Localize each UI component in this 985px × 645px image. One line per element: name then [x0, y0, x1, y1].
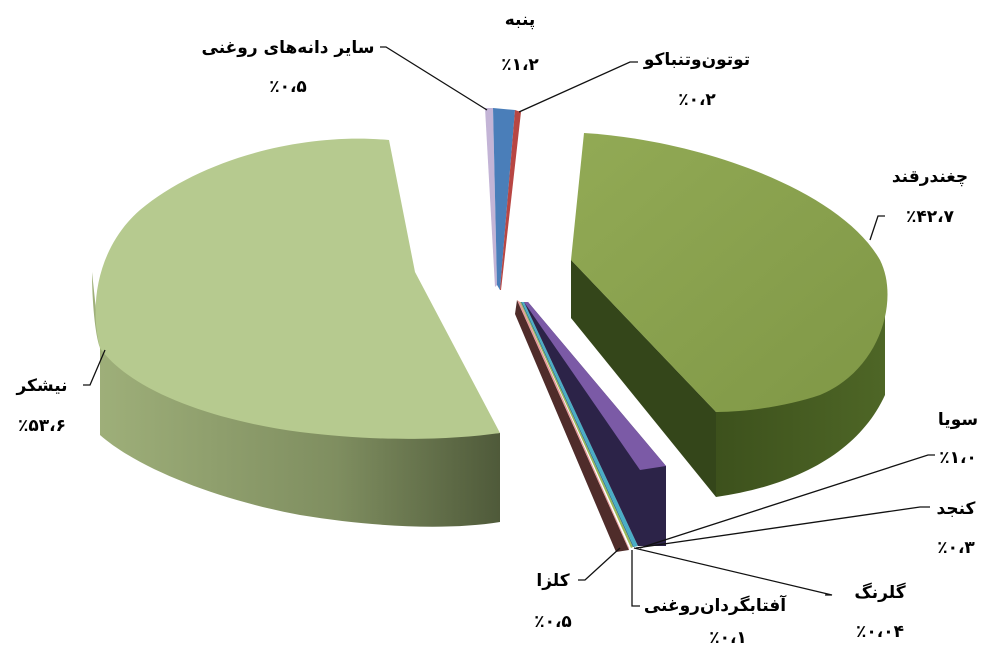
leader-other-oilseeds [380, 46, 488, 111]
slice-safflower [521, 302, 634, 547]
label-tobacco: توتون‌وتنباکو ٪۰،۲ [643, 50, 750, 110]
label-sugarcane: نیشکر ٪۵۳،۶ [15, 376, 67, 436]
slice-sugar-beet-cut [571, 260, 716, 497]
slice-soybean [524, 302, 666, 546]
label-soybean-value: ٪۱،۰ [939, 448, 977, 468]
label-cotton-name: پنبه [505, 10, 536, 30]
label-other-oilseeds-value: ٪۰،۵ [269, 77, 307, 97]
leader-sesame [635, 506, 930, 549]
label-safflower-value: ٪۰،۰۴ [856, 622, 904, 642]
label-safflower: گلرنگ ٪۰،۰۴ [854, 582, 905, 642]
leader-sunflower [631, 550, 640, 607]
leader-soybean [639, 454, 935, 549]
slice-other-oilseeds [485, 108, 497, 287]
label-canola-name: کلزا [536, 571, 569, 591]
slice-sesame [522, 302, 638, 547]
label-sugar-beet-value: ٪۴۲،۷ [906, 207, 955, 227]
slice-sugarcane [92, 138, 501, 527]
label-tobacco-value: ٪۰،۲ [678, 90, 716, 110]
label-canola: کلزا ٪۰،۵ [534, 571, 572, 632]
leader-sugarcane [83, 349, 106, 386]
slice-tobacco [500, 110, 521, 290]
leader-sugar-beet [869, 215, 885, 241]
leader-tobacco [518, 61, 638, 113]
label-sugarcane-value: ٪۵۳،۶ [18, 416, 66, 436]
label-sunflower: آفتابگردان‌روغنی ٪۰،۱ [644, 594, 787, 645]
label-sesame-value: ٪۰،۳ [937, 538, 975, 558]
slice-sugar-beet-top [571, 133, 888, 412]
label-soybean: سویا ٪۱،۰ [938, 410, 978, 468]
label-sesame-name: کنجد [937, 499, 976, 519]
slice-sugar-beet-side [571, 260, 885, 497]
leader-safflower [633, 547, 833, 596]
leader-canola [578, 547, 621, 581]
label-sugarcane-name: نیشکر [15, 376, 67, 396]
label-sesame: کنجد ٪۰،۳ [937, 499, 976, 558]
label-cotton-value: ٪۱،۲ [501, 55, 539, 75]
label-sugar-beet: چغندرقند ٪۴۲،۷ [892, 167, 968, 227]
label-sunflower-name: آفتابگردان‌روغنی [644, 594, 787, 616]
slice-sugarcane-top [95, 138, 501, 439]
label-canola-value: ٪۰،۵ [534, 612, 572, 632]
slice-sugar-beet [571, 133, 888, 497]
label-other-oilseeds: سایر دانه‌های روغنی ٪۰،۵ [202, 38, 375, 97]
slice-canola [515, 300, 629, 552]
label-cotton: پنبه ٪۱،۲ [501, 10, 539, 75]
slice-sugarcane-side [92, 272, 500, 527]
slice-sunflower [520, 302, 633, 548]
label-sugar-beet-name: چغندرقند [892, 167, 968, 187]
label-other-oilseeds-name: سایر دانه‌های روغنی [202, 38, 375, 58]
label-soybean-name: سویا [938, 410, 978, 430]
label-safflower-name: گلرنگ [854, 582, 905, 603]
label-sunflower-value: ٪۰،۱ [709, 628, 747, 645]
slice-cotton [493, 108, 515, 290]
label-tobacco-name: توتون‌وتنباکو [643, 50, 750, 70]
